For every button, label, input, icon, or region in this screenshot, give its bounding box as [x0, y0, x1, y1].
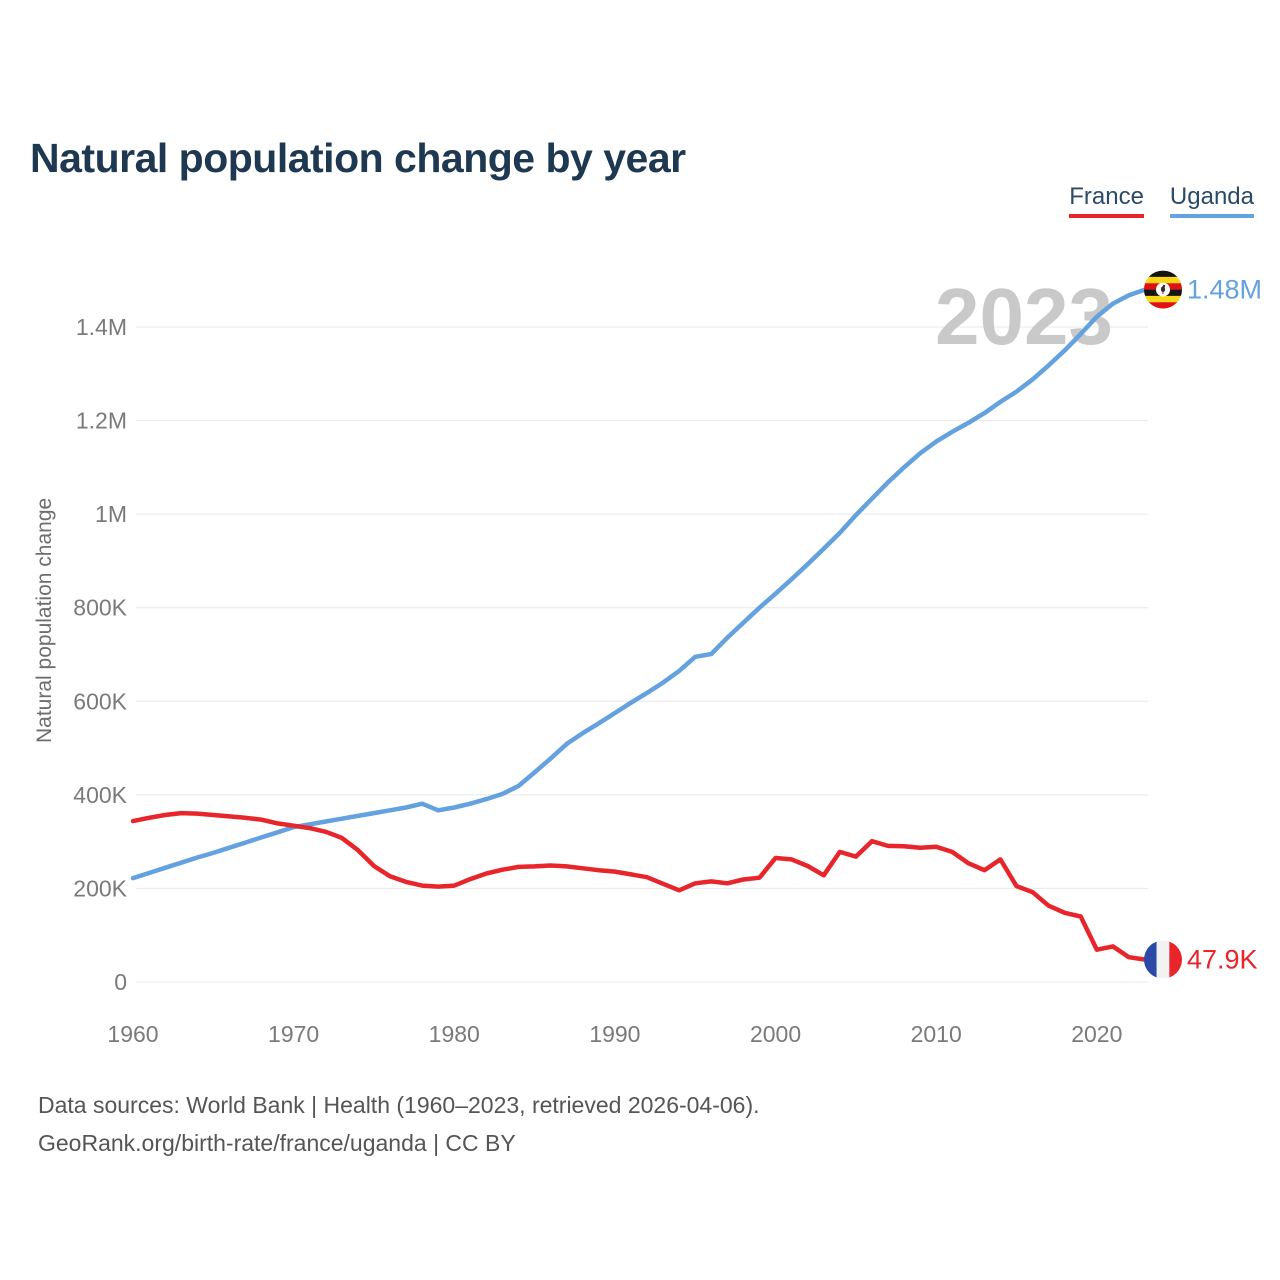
uganda-line [130, 287, 1148, 881]
y-tick-label: 600K [73, 688, 127, 714]
x-tick-label: 1960 [107, 1021, 158, 1047]
chart-legend: France Uganda [1069, 183, 1254, 218]
x-axis-tick-labels: 1960 1970 1980 1990 2000 2010 2020 [107, 1021, 1122, 1047]
x-tick-label: 1990 [589, 1021, 640, 1047]
y-tick-label: 1.2M [76, 408, 127, 434]
data-source-line1: Data sources: World Bank | Health (1960–… [38, 1092, 760, 1118]
watermark-year: 2023 [935, 272, 1113, 361]
x-tick-label: 1970 [268, 1021, 319, 1047]
uganda-flag-icon [1144, 270, 1182, 309]
legend-label-uganda: Uganda [1169, 183, 1254, 210]
legend-label-france: France [1069, 183, 1144, 210]
x-tick-label: 2010 [911, 1021, 962, 1047]
y-tick-label: 800K [73, 595, 127, 621]
data-source-note: Data sources: World Bank | Health (1960–… [38, 1086, 760, 1162]
gridlines [136, 326, 1148, 983]
y-axis-tick-labels: 0 200K 400K 600K 800K 1M 1.2M 1.4M [73, 314, 127, 995]
x-tick-label: 2020 [1071, 1021, 1122, 1047]
legend-item-france[interactable]: France [1069, 183, 1144, 218]
legend-item-uganda[interactable]: Uganda [1169, 183, 1254, 218]
france-line [130, 810, 1148, 962]
y-tick-label: 1M [95, 501, 127, 527]
page-title: Natural population change by year [30, 135, 686, 182]
x-tick-label: 1980 [429, 1021, 480, 1047]
y-tick-label: 200K [73, 875, 127, 901]
y-tick-label: 0 [114, 969, 127, 995]
uganda-end-value-label: 1.48M [1187, 275, 1262, 305]
series-lines [130, 287, 1148, 962]
x-tick-label: 2000 [750, 1021, 801, 1047]
france-end-value-label: 47.9K [1187, 945, 1258, 975]
y-tick-label: 1.4M [76, 314, 127, 340]
data-source-line2: GeoRank.org/birth-rate/france/uganda | C… [38, 1130, 516, 1156]
y-tick-label: 400K [73, 782, 127, 808]
france-flag-icon [1144, 940, 1182, 979]
